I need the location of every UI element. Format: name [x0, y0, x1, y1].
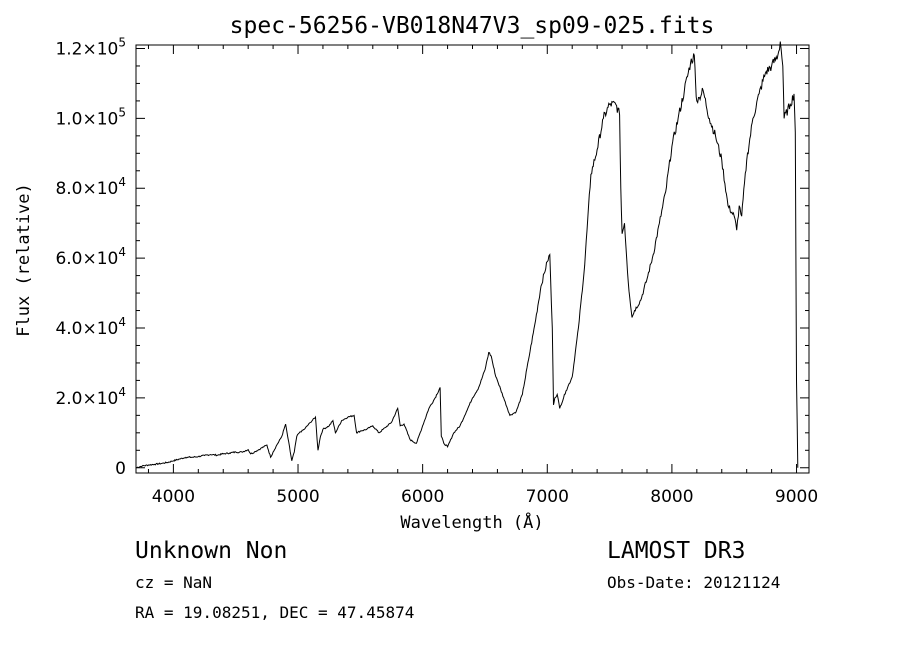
coordinates: RA = 19.08251, DEC = 47.45874 — [135, 603, 415, 622]
y-tick-exponent: 4 — [118, 245, 126, 259]
y-tick-label: 8.0×104 — [55, 175, 126, 199]
y-axis-label: Flux (relative) — [14, 183, 34, 337]
x-tick-label: 9000 — [775, 487, 818, 507]
y-tick-label: 4.0×104 — [55, 315, 126, 339]
survey-name: LAMOST DR3 — [607, 538, 746, 564]
y-tick-label: 6.0×104 — [55, 245, 126, 269]
x-tick-label: 8000 — [650, 487, 693, 507]
y-tick-exponent: 4 — [118, 315, 126, 329]
y-axis: 02.0×1044.0×1046.0×1048.0×1041.0×1051.2×… — [55, 35, 809, 479]
y-tick-label: 1.0×105 — [55, 105, 126, 129]
y-tick-mantissa: 2.0×10 — [55, 389, 118, 409]
chart-title: spec-56256-VB018N47V3_sp09-025.fits — [230, 13, 715, 39]
y-tick-mantissa: 4.0×10 — [55, 319, 118, 339]
y-tick-label: 0 — [115, 459, 126, 479]
redshift-value: cz = NaN — [135, 573, 213, 592]
x-tick-label: 5000 — [276, 487, 319, 507]
y-tick-exponent: 4 — [118, 385, 126, 399]
y-tick-label: 1.2×105 — [55, 35, 126, 59]
y-tick-label: 2.0×104 — [55, 385, 126, 409]
y-tick-mantissa: 8.0×10 — [55, 179, 118, 199]
object-class: Unknown Non — [135, 538, 288, 564]
plot-frame — [135, 44, 810, 474]
y-tick-exponent: 4 — [118, 175, 126, 189]
x-tick-label: 7000 — [526, 487, 569, 507]
spectrum-line — [135, 41, 799, 469]
x-tick-label: 6000 — [401, 487, 444, 507]
y-tick-mantissa: 1.2×10 — [55, 39, 118, 59]
x-axis: 4000 5000 6000 7000 8000 9000 — [147, 45, 818, 507]
x-axis-label: Wavelength (Å) — [400, 511, 543, 533]
observation-date: Obs-Date: 20121124 — [607, 573, 781, 592]
y-tick-mantissa: 6.0×10 — [55, 249, 118, 269]
y-tick-exponent: 5 — [118, 105, 126, 119]
x-tick-label: 4000 — [152, 487, 195, 507]
y-tick-mantissa: 1.0×10 — [55, 109, 118, 129]
y-tick-exponent: 5 — [118, 35, 126, 49]
